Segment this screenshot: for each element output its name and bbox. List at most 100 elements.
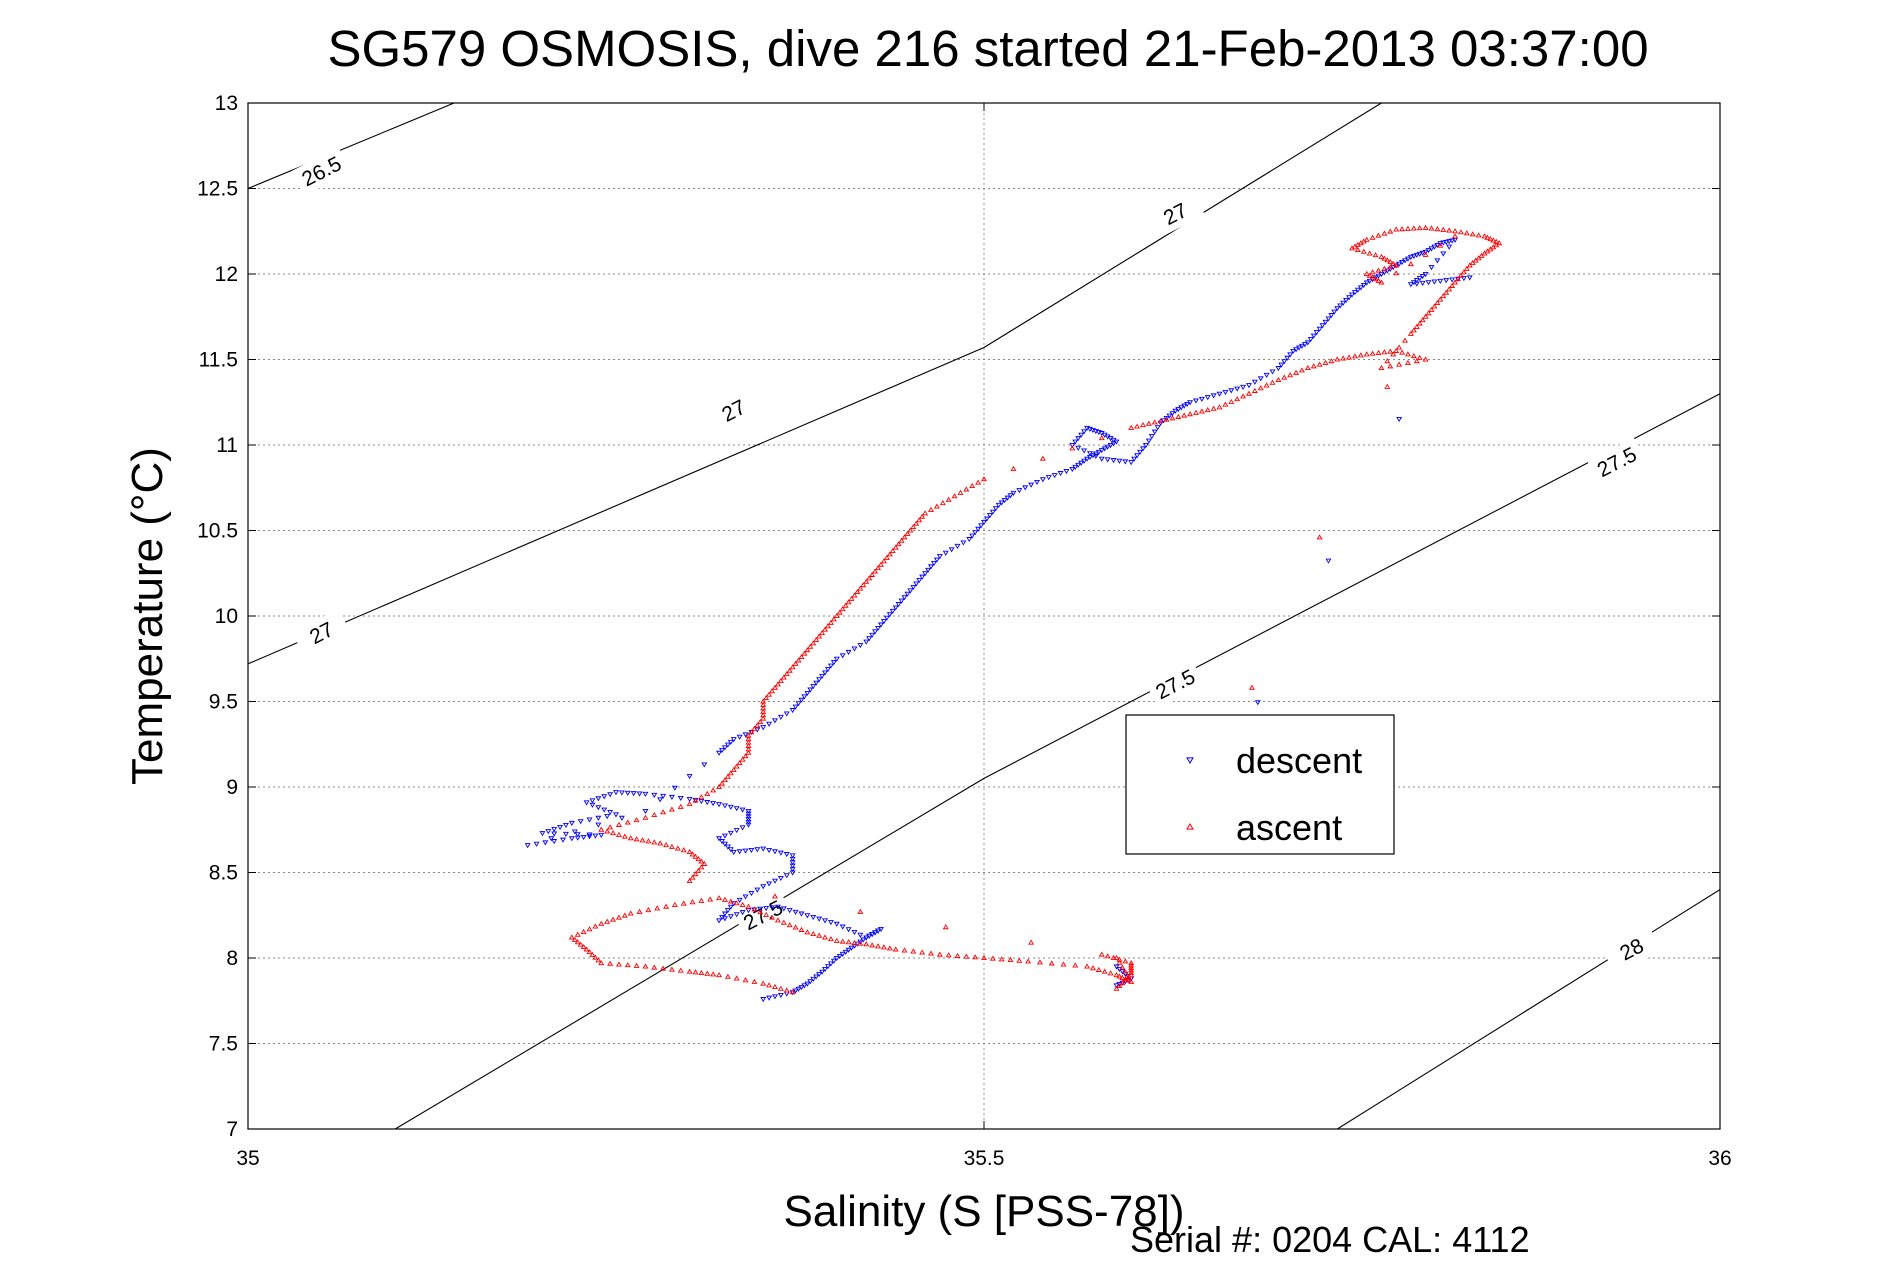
descent-point: [1245, 383, 1252, 389]
descent-point: [524, 843, 531, 849]
descent-point: [1313, 330, 1320, 336]
descent-point: [1142, 443, 1149, 449]
descent-point: [533, 841, 540, 847]
descent-point: [1413, 252, 1420, 258]
ascent-point: [1228, 398, 1235, 404]
ascent-point: [1028, 939, 1035, 945]
ascent-point: [1010, 465, 1017, 471]
descent-point: [745, 822, 752, 828]
descent-point: [1296, 345, 1302, 351]
descent-point: [607, 809, 614, 816]
descent-point: [1443, 239, 1450, 245]
descent-point: [1363, 280, 1370, 286]
ascent-point: [1281, 374, 1288, 380]
ascent-point: [839, 938, 846, 944]
ascent-point: [704, 970, 711, 976]
descent-point: [745, 808, 752, 815]
ascent-point: [668, 966, 675, 972]
ascent-point: [1390, 260, 1397, 266]
ascent-point: [760, 715, 767, 721]
descent-point: [613, 812, 619, 818]
descent-point: [760, 725, 767, 731]
descent-point: [1284, 355, 1291, 361]
ascent-point: [1334, 356, 1341, 362]
serial-cal-footer: Serial #: 0204 CAL: 4112: [1130, 1219, 1530, 1260]
ascent-point: [857, 908, 864, 914]
ascent-point: [651, 964, 658, 970]
descent-point: [760, 846, 767, 852]
ascent-point: [589, 951, 596, 957]
descent-point: [857, 932, 864, 938]
descent-point: [642, 808, 649, 815]
descent-point: [886, 612, 893, 618]
descent-point: [1075, 436, 1082, 442]
descent-point: [560, 837, 566, 843]
ascent-point: [1384, 358, 1391, 364]
ascent-point: [1119, 980, 1126, 986]
ascent-point: [1404, 359, 1411, 365]
ascent-point: [615, 831, 622, 837]
ascent-point: [757, 718, 764, 725]
descent-point: [792, 909, 799, 915]
ascent-point: [689, 874, 696, 880]
descent-point: [1081, 448, 1088, 454]
descent-point: [804, 690, 811, 697]
ascent-point: [875, 943, 882, 949]
descent-point: [1254, 700, 1261, 706]
ascent-point: [1399, 349, 1406, 355]
ascent-point: [692, 969, 699, 975]
descent-point: [995, 502, 1002, 508]
legend-label-ascent: ascent: [1236, 807, 1342, 848]
ascent-point: [1128, 962, 1135, 968]
ascent-point: [615, 961, 622, 967]
y-tick-label: 9: [226, 776, 238, 799]
descent-point: [966, 537, 973, 543]
ascent-point: [933, 503, 940, 509]
descent-point: [1131, 456, 1138, 462]
descent-point: [774, 904, 781, 910]
descent-point: [1407, 282, 1414, 288]
ascent-point: [916, 517, 923, 523]
ascent-point: [586, 949, 593, 955]
ascent-point: [813, 636, 820, 642]
ascent-point: [583, 946, 590, 952]
descent-point: [1154, 425, 1161, 431]
ascent-point: [863, 578, 870, 584]
ascent-point: [1440, 293, 1447, 299]
ascent-point: [627, 910, 634, 916]
ascent-point: [798, 653, 805, 660]
descent-point: [1084, 456, 1091, 462]
descent-point: [730, 737, 737, 743]
ascent-point: [727, 898, 734, 904]
descent-point: [636, 791, 643, 797]
descent-point: [551, 831, 558, 837]
descent-point: [1431, 279, 1438, 285]
descent-point: [1078, 460, 1085, 466]
chart-title: SG579 OSMOSIS, dive 216 started 21-Feb-2…: [327, 20, 1648, 77]
descent-point: [727, 847, 734, 853]
descent-point: [1251, 379, 1258, 385]
ascent-point: [1169, 415, 1176, 421]
ascent-point: [748, 729, 755, 735]
ascent-point: [1245, 390, 1252, 396]
ascent-point: [1095, 966, 1102, 972]
descent-point: [1034, 479, 1040, 486]
ascent-point: [1293, 369, 1300, 375]
descent-point: [783, 711, 790, 717]
ascent-point: [1340, 355, 1347, 361]
ascent-point: [1007, 956, 1014, 963]
descent-point: [827, 920, 834, 926]
ascent-point: [774, 917, 781, 923]
descent-point: [822, 670, 829, 676]
descent-point: [766, 847, 773, 854]
descent-point: [721, 803, 728, 809]
descent-point: [1166, 413, 1173, 419]
descent-point: [754, 887, 761, 893]
ascent-point: [1387, 348, 1394, 354]
ascent-point: [751, 978, 758, 984]
descent-point: [1089, 427, 1096, 434]
ascent-point: [692, 853, 699, 859]
descent-point: [1172, 408, 1179, 414]
ascent-point: [633, 836, 640, 842]
descent-point: [1072, 439, 1079, 445]
